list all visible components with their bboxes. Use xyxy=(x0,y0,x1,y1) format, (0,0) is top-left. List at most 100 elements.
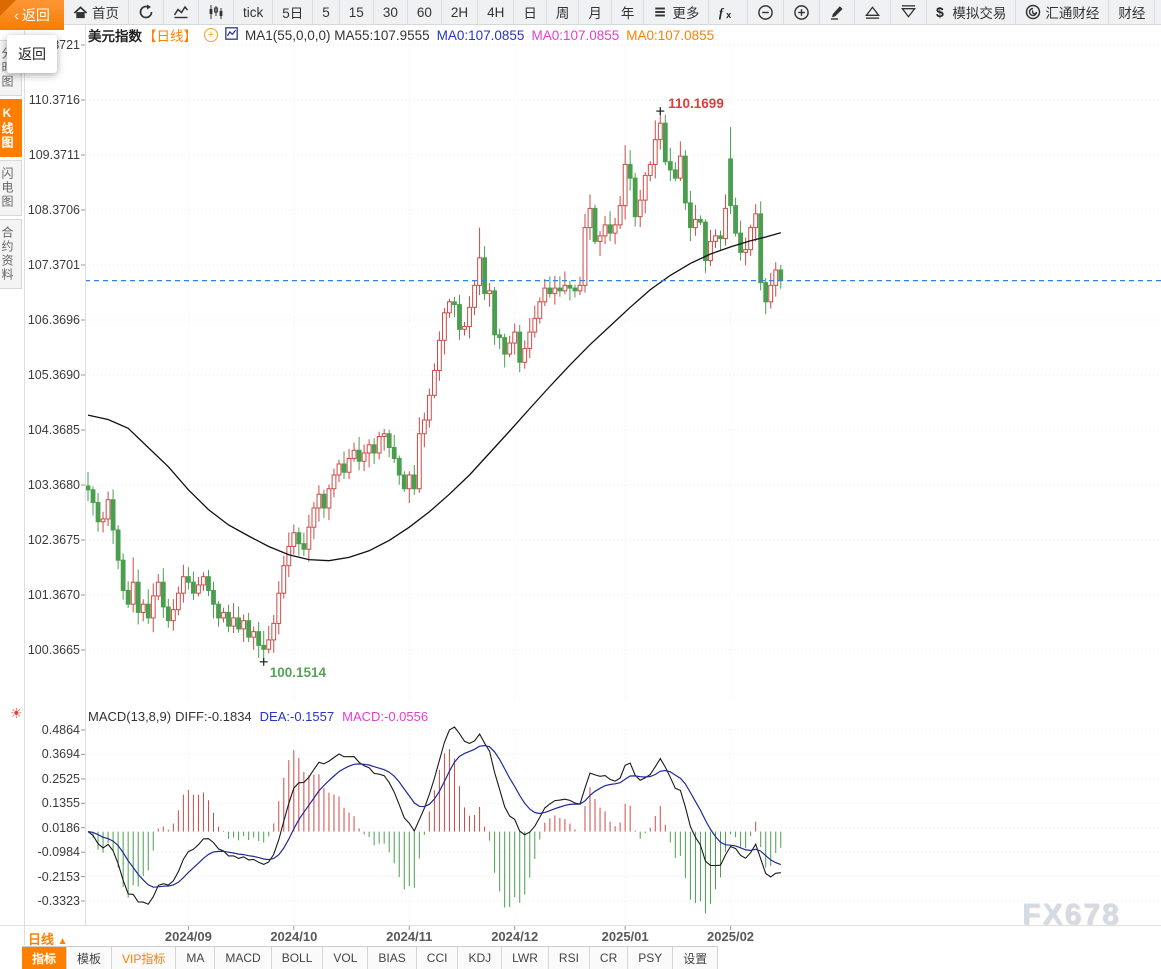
indicator-tab-VOL[interactable]: VOL xyxy=(323,947,369,969)
toolbar-label: 年 xyxy=(620,6,635,21)
ma-main-label: MA1(55,0,0,0) MA55:107.9555 xyxy=(245,27,430,43)
toolbar-label: 月 xyxy=(588,6,602,21)
indicator-tab-VIP指标[interactable]: VIP指标 xyxy=(112,947,177,969)
back-button[interactable]: ‹ 返回 xyxy=(0,0,64,30)
price-axis-label: 109.3711 xyxy=(28,148,80,162)
indicator-tab-PSY[interactable]: PSY xyxy=(628,947,674,969)
tri-up-icon xyxy=(864,4,881,20)
toolbar-news[interactable]: 财经 xyxy=(1109,0,1156,24)
macd-axis-label: -0.2153 xyxy=(37,869,80,884)
macd-label-row: MACD(13,8,9) DIFF:-0.1834 DEA:-0.1557 MA… xyxy=(88,708,428,724)
price-axis-label: 103.3680 xyxy=(27,477,80,492)
toolbar-zoom-out[interactable] xyxy=(748,0,785,24)
toolbar-fx678-site[interactable]: 汇通财经 xyxy=(1016,0,1110,24)
axis-gutter-border xyxy=(24,24,25,945)
plot-left-border xyxy=(85,24,86,925)
indicator-tab-bar: 指标 模板 VIP指标 MA MACD BOLL VOL BIAS CCI KDJ LWR RSI CR… xyxy=(22,946,719,969)
price-axis-label: 104.3685 xyxy=(27,422,80,437)
toolbar-line-chart-mode[interactable] xyxy=(164,0,199,24)
toolbar-period-2h[interactable]: 2H xyxy=(442,0,479,24)
toolbar-label: 周 xyxy=(555,6,570,21)
toolbar-label: 财经 xyxy=(1118,6,1146,21)
indicator-tab-BIAS[interactable]: BIAS xyxy=(368,947,417,969)
indicator-tab-RSI[interactable]: RSI xyxy=(549,947,590,969)
diff-value-label: DIFF:-0.1834 xyxy=(175,708,252,724)
toolbar-alert-up[interactable] xyxy=(855,0,892,24)
toolbar-label: 15 xyxy=(348,4,364,20)
toolbar-home[interactable]: 首页 xyxy=(64,0,129,24)
toolbar-period-5m[interactable]: 5 xyxy=(313,0,340,24)
macd-axis-label: -0.3323 xyxy=(37,894,80,909)
macd-axis-label: 0.1355 xyxy=(41,796,80,811)
dea-value-label: DEA:-0.1557 xyxy=(259,708,335,724)
indicator-tab-LWR[interactable]: LWR xyxy=(502,947,549,969)
toolbar-period-day[interactable]: 日 xyxy=(514,0,547,24)
macd-axis-label: 0.3694 xyxy=(41,747,80,762)
toolbar-period-week[interactable]: 周 xyxy=(547,0,580,24)
low-marker-label: 100.1514 xyxy=(270,665,327,680)
indicator-tab-指标[interactable]: 指标 xyxy=(22,947,68,969)
zoom-in-icon xyxy=(793,4,810,21)
macd-axis-label: 0.0186 xyxy=(41,820,80,835)
toolbar-period-5d[interactable]: 5日 xyxy=(273,0,314,24)
toolbar-period-60m[interactable]: 60 xyxy=(408,0,442,24)
toolbar-label: 2H xyxy=(450,4,469,20)
time-axis-label: 2024/10 xyxy=(270,929,318,944)
macd-axis-label: -0.0984 xyxy=(37,845,80,860)
toolbar-alert-down[interactable] xyxy=(891,0,928,24)
top-toolbar: 首页 tick 5日 5 15 30 60 2H 4H 日 周 月 年 更多 f x $ 模拟交易 汇通财经 财经 xyxy=(0,0,1161,25)
indicator-tab-BOLL[interactable]: BOLL xyxy=(272,947,324,969)
toolbar-more-menu[interactable]: 更多 xyxy=(644,0,710,24)
svg-text:f: f xyxy=(719,6,725,20)
menu-icon xyxy=(653,5,668,19)
indicator-settings-icon[interactable]: ☀ xyxy=(10,705,23,721)
toolbar-period-4h[interactable]: 4H xyxy=(478,0,515,24)
ma0-magenta-label: MA0:107.0855 xyxy=(531,27,620,43)
toolbar-label: 5日 xyxy=(282,6,304,21)
sidebar-tab-K线图[interactable]: K线图 xyxy=(0,99,22,157)
toolbar-label: 首页 xyxy=(92,6,119,21)
toolbar-sim-trade[interactable]: $ 模拟交易 xyxy=(927,0,1017,24)
back-tooltip: 返回 xyxy=(7,35,57,73)
time-axis-label: 2024/11 xyxy=(386,929,433,944)
svg-text:x: x xyxy=(727,9,732,19)
indicator-tab-KDJ[interactable]: KDJ xyxy=(458,947,503,969)
toolbar-label: 4H xyxy=(487,4,505,20)
add-indicator-icon[interactable]: + xyxy=(204,28,218,42)
symbol-period: 【日线】 xyxy=(143,29,197,44)
candle-chart-icon xyxy=(208,4,224,20)
refresh-icon xyxy=(138,4,154,20)
chart-type-sidebar: 分时图K线图闪电图合约资料 xyxy=(0,40,22,292)
xaxis-top-border xyxy=(0,925,1161,926)
toolbar-period-15m[interactable]: 15 xyxy=(340,0,374,24)
home-icon xyxy=(73,5,88,20)
price-axis-label: 100.3665 xyxy=(27,642,80,657)
toolbar-period-30m[interactable]: 30 xyxy=(374,0,408,24)
toolbar-label: 日 xyxy=(523,6,537,21)
ma0-orange-label: MA0:107.0855 xyxy=(626,27,715,43)
toolbar-draw-tool[interactable] xyxy=(820,0,856,24)
toolbar-period-tick[interactable]: tick xyxy=(234,0,274,24)
toolbar-label: 更多 xyxy=(672,6,700,21)
sidebar-tab-闪电图[interactable]: 闪电图 xyxy=(0,160,22,216)
indicator-tab-CR[interactable]: CR xyxy=(590,947,629,969)
indicator-tab-设置[interactable]: 设置 xyxy=(673,947,719,969)
toolbar-period-month[interactable]: 月 xyxy=(579,0,612,24)
chart-title-row: 美元指数 【日线】 + MA1(55,0,0,0) MA55:107.9555 M… xyxy=(88,26,714,44)
macd-value-label: MACD:-0.0556 xyxy=(342,708,429,724)
watermark: FX678 xyxy=(1022,898,1121,931)
toolbar-period-year[interactable]: 年 xyxy=(612,0,645,24)
toolbar-label: 汇通财经 xyxy=(1045,6,1100,21)
zoom-out-icon xyxy=(757,4,774,21)
indicator-tab-MACD[interactable]: MACD xyxy=(215,947,272,969)
sidebar-tab-合约资料[interactable]: 合约资料 xyxy=(0,219,22,289)
period-selector[interactable]: 日线 ▲ xyxy=(28,932,68,947)
indicator-tab-CCI[interactable]: CCI xyxy=(417,947,459,969)
indicator-tab-模板[interactable]: 模板 xyxy=(67,947,113,969)
toolbar-candle-chart-mode[interactable] xyxy=(199,0,234,24)
toolbar-refresh[interactable] xyxy=(129,0,164,24)
toolbar-zoom-in[interactable] xyxy=(784,0,821,24)
indicator-tab-MA[interactable]: MA xyxy=(176,947,216,969)
